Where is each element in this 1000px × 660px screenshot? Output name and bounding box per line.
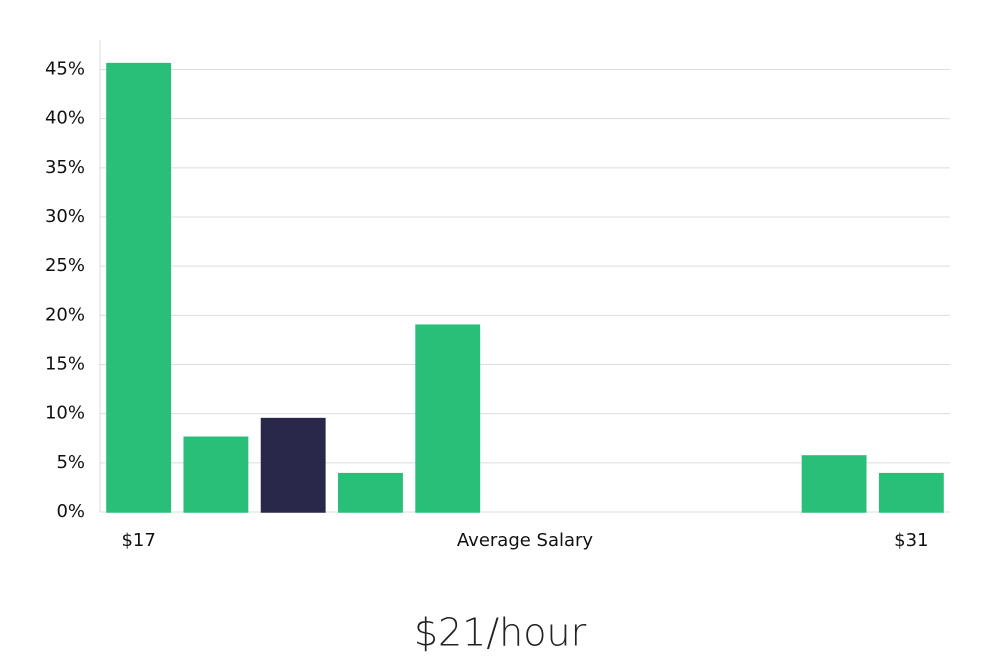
y-tick-label: 15% (45, 354, 85, 375)
bar (801, 455, 867, 513)
annotation: $21/hour (414, 611, 587, 655)
y-tick-label: 40% (45, 108, 85, 129)
y-tick-label: 20% (45, 304, 85, 325)
bar (415, 324, 481, 513)
y-tick-label: 10% (45, 403, 85, 424)
bar (106, 62, 172, 513)
bar (878, 472, 944, 513)
bar (260, 417, 326, 513)
y-tick-label: 5% (56, 452, 85, 473)
y-tick-label: 0% (56, 501, 85, 522)
bar (183, 436, 249, 513)
x-tick-label: $31 (894, 530, 928, 551)
x-axis-label: Average Salary (457, 530, 594, 551)
x-tick-label: $17 (121, 530, 155, 551)
y-tick-label: 30% (45, 206, 85, 227)
y-tick-label: 25% (45, 255, 85, 276)
y-tick-label: 45% (45, 59, 85, 80)
y-tick-label: 35% (45, 157, 85, 178)
bar (338, 472, 403, 513)
